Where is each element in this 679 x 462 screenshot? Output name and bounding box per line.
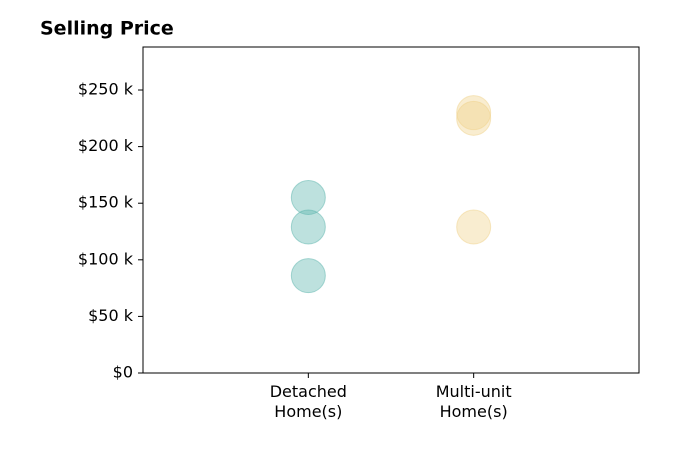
point [456,209,492,245]
y-tick-label: $200 k [78,136,134,155]
y-tick-label: $250 k [78,80,134,99]
y-tick-label: $150 k [78,193,134,212]
point [290,258,326,294]
plot-frame [142,46,640,374]
y-tick-label: $50 k [88,306,134,325]
x-tick-label: Detached Home(s) [269,382,347,421]
point [456,95,492,131]
y-tick-label: $0 [113,363,133,382]
point [290,180,326,216]
point [456,100,492,136]
x-tick-label: Multi-unit Home(s) [435,382,512,421]
point [290,209,326,245]
chart-title: Selling Price [40,18,174,40]
y-tick-label: $100 k [78,249,134,268]
